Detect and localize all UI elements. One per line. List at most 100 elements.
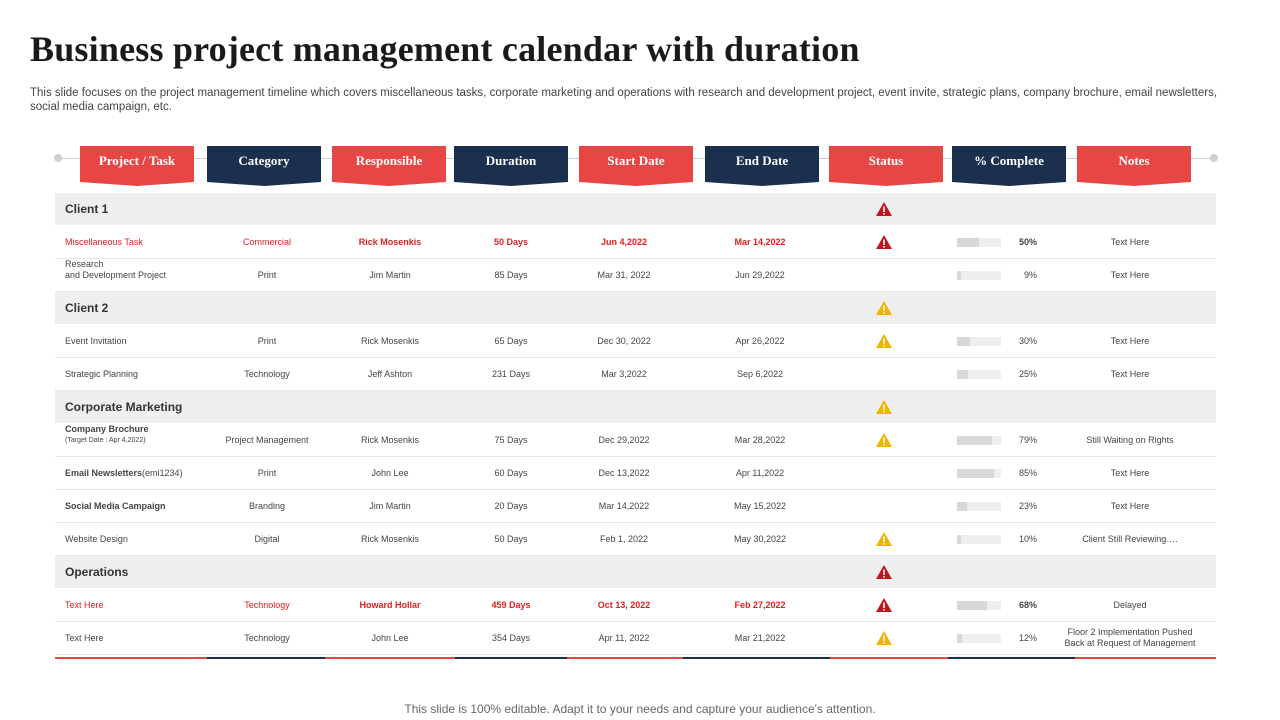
page-subtitle: This slide focuses on the project manage… <box>30 87 1218 113</box>
warning-red-icon <box>876 598 892 612</box>
task-cell: Email Newsletters (emi1234) <box>55 457 215 489</box>
end-date-cell: Jun 29,2022 <box>735 270 785 280</box>
bottom-line-segment <box>830 657 948 659</box>
progress-fill <box>957 436 992 445</box>
progress-fill <box>957 634 963 643</box>
notes-text: Still Waiting on Rights <box>1086 435 1174 445</box>
progress-bar <box>957 502 1001 511</box>
duration-cell: 20 Days <box>494 501 528 511</box>
table-bottom-line <box>55 657 1216 659</box>
start-date-cell: Mar 14,2022 <box>598 501 650 511</box>
category-cell: Commercial <box>242 237 291 247</box>
footer-note: This slide is 100% editable. Adapt it to… <box>404 702 876 716</box>
notes-text: Delayed <box>1113 600 1147 610</box>
duration-cell: 75 Days <box>494 435 528 445</box>
notes-text: Text Here <box>1110 369 1150 379</box>
group-header-row: Client 2 <box>55 292 1216 325</box>
bottom-line-segment <box>325 657 455 659</box>
column-header: Notes <box>1077 146 1191 188</box>
column-header: Project / Task <box>80 146 194 188</box>
category-cell: Technology <box>244 600 290 610</box>
group-label: Client 2 <box>65 301 109 315</box>
table-row: Strategic Planning Technology Jeff Ashton 2… <box>55 358 1216 391</box>
bottom-line-segment <box>1075 657 1216 659</box>
end-date-cell: Apr 11,2022 <box>735 468 785 478</box>
percent-complete: 68% <box>1018 600 1037 610</box>
end-date-cell: Mar 28,2022 <box>734 435 786 445</box>
responsible-cell: Jim Martin <box>369 270 411 280</box>
start-date-cell: Dec 29,2022 <box>598 435 650 445</box>
notes-cell: Floor 2 Implementation Pushed Back at Re… <box>1045 622 1215 654</box>
progress-bar <box>957 271 1001 280</box>
column-headers: Project / Task Category Responsible Dura… <box>55 146 1216 190</box>
table-row: Social Media Campaign Branding Jim Martin 2… <box>55 490 1216 523</box>
responsible-cell: Jim Martin <box>369 501 411 511</box>
task-name: Company Brochure <box>65 424 149 434</box>
column-header: Category <box>207 146 321 188</box>
progress-fill <box>957 370 968 379</box>
notes-text: Text Here <box>1110 336 1150 346</box>
task-suffix: (emi1234) <box>142 468 183 478</box>
header-badge-shape <box>332 146 446 186</box>
task-name: Text Here <box>65 600 104 610</box>
category-cell: Digital <box>254 534 280 544</box>
column-header: Duration <box>454 146 568 188</box>
bottom-line-segment <box>683 657 830 659</box>
duration-cell: 85 Days <box>494 270 528 280</box>
start-date-cell: Dec 13,2022 <box>598 468 650 478</box>
column-header-label: Responsible <box>355 153 423 168</box>
responsible-cell: Rick Mosenkis <box>360 534 419 544</box>
warning-yellow-icon <box>876 301 892 315</box>
category-cell: Print <box>257 468 277 478</box>
percent-complete: 9% <box>1023 270 1037 280</box>
task-name: Text Here <box>65 633 104 643</box>
percent-complete: 79% <box>1018 435 1037 445</box>
task-name: Social Media Campaign <box>65 501 166 511</box>
progress-fill <box>957 535 962 544</box>
notes-text-line2: Back at Request of Management <box>1064 638 1196 648</box>
duration-cell: 231 Days <box>491 369 531 379</box>
column-header: Start Date <box>579 146 693 188</box>
group-header-row: Operations <box>55 556 1216 589</box>
responsible-cell: John Lee <box>371 468 409 478</box>
progress-bar <box>957 370 1001 379</box>
responsible-cell: Howard Hollar <box>359 600 421 610</box>
duration-cell: 65 Days <box>494 336 528 346</box>
table-row: Website Design Digital Rick Mosenkis 50 Day… <box>55 523 1216 556</box>
column-header-label: Category <box>238 153 290 168</box>
percent-complete: 23% <box>1018 501 1037 511</box>
notes-text: Text Here <box>1110 501 1150 511</box>
duration-cell: 354 Days <box>491 633 531 643</box>
task-cell: Company Brochure (Target Date : Apr 4,20… <box>55 424 215 456</box>
column-header-label: Status <box>868 153 904 168</box>
task-name: Email Newsletters <box>65 468 143 478</box>
progress-bar <box>957 469 1001 478</box>
table-row: Research and Development Project Print Ji… <box>55 259 1216 292</box>
end-date-cell: Apr 26,2022 <box>735 336 785 346</box>
category-cell: Technology <box>244 633 290 643</box>
responsible-cell: John Lee <box>371 633 409 643</box>
progress-bar <box>957 238 1001 247</box>
warning-red-icon <box>876 235 892 249</box>
notes-text: Text Here <box>1110 237 1150 247</box>
header-badge-shape <box>207 146 321 186</box>
warning-yellow-icon <box>876 532 892 546</box>
category-cell: Print <box>257 336 277 346</box>
responsible-cell: Rick Mosenkis <box>360 435 419 445</box>
notes-text: Floor 2 Implementation Pushed <box>1067 627 1193 637</box>
table-row: Text Here Technology Howard Hollar 459 Days… <box>55 589 1216 622</box>
progress-fill <box>957 469 995 478</box>
percent-complete: 50% <box>1018 237 1037 247</box>
progress-fill <box>957 337 971 346</box>
task-cell: Research and Development Project <box>55 259 215 291</box>
end-date-cell: Sep 6,2022 <box>736 369 784 379</box>
percent-complete: 10% <box>1018 534 1037 544</box>
table-row: Email Newsletters (emi1234) Print John Lee… <box>55 457 1216 490</box>
notes-text: Text Here <box>1110 270 1150 280</box>
start-date-cell: Jun 4,2022 <box>600 237 648 247</box>
end-date-cell: Mar 14,2022 <box>734 237 786 247</box>
start-date-cell: Dec 30, 2022 <box>597 336 651 346</box>
group-label: Client 1 <box>65 202 109 216</box>
task-name: Event Invitation <box>65 336 127 346</box>
end-date-cell: May 15,2022 <box>733 501 787 511</box>
